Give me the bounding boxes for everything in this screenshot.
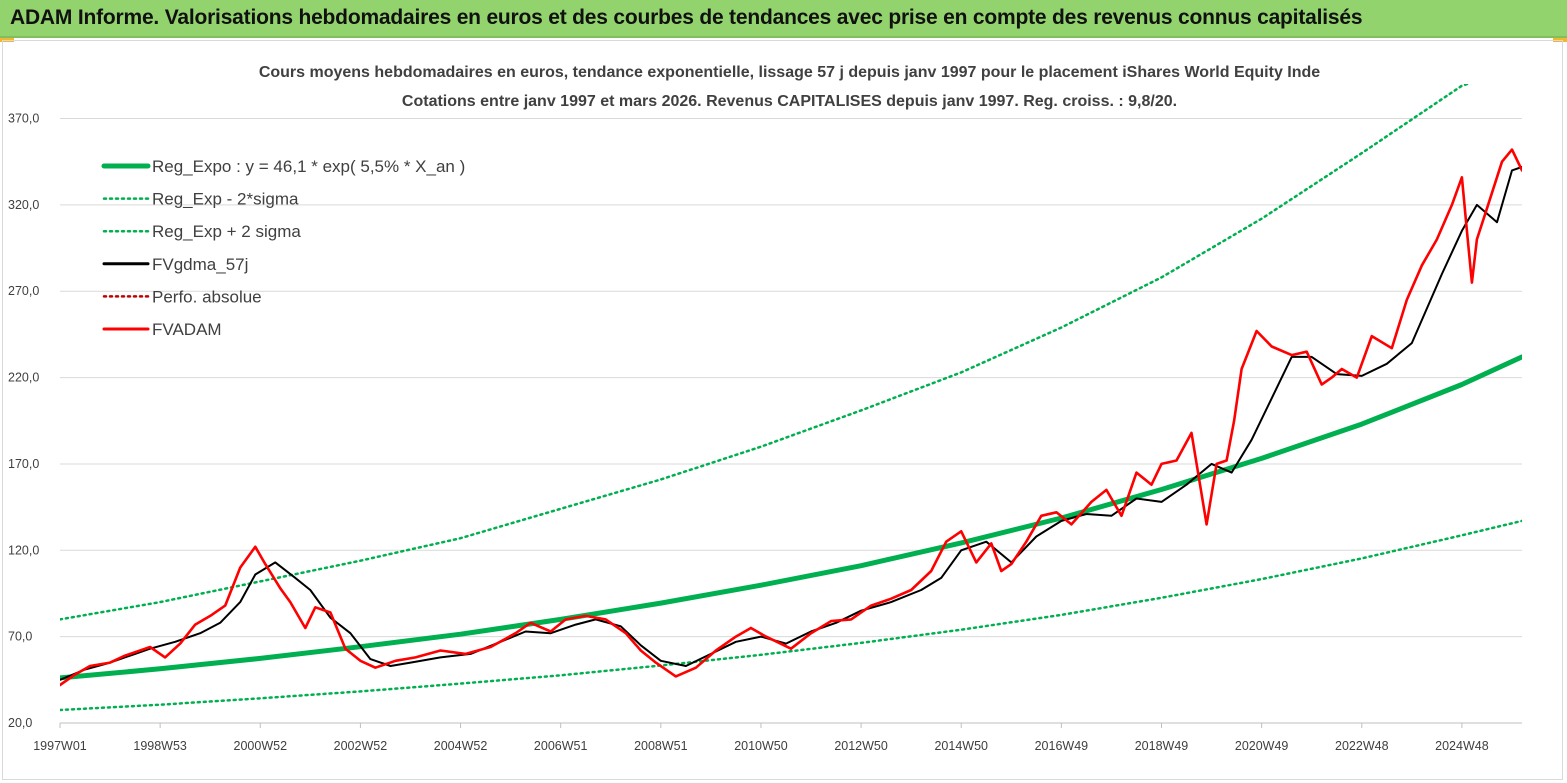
x-tick-label: 2018W49 [1135,739,1189,753]
x-tick-label: 2016W49 [1035,739,1089,753]
series-group [60,84,1522,712]
x-tick-label: 2002W52 [334,739,388,753]
chart-title: Cours moyens hebdomadaires en euros, ten… [258,64,1321,81]
series-line-2 [60,84,1472,621]
series-line-0 [60,354,1522,681]
grid-lines [60,118,1522,724]
x-tick-label: 2014W50 [934,739,988,753]
report-banner: ADAM Informe. Valorisations hebdomadaire… [0,0,1567,38]
x-tick-label: 2006W51 [534,739,588,753]
x-tick-label: 2024W48 [1435,739,1489,753]
x-tick-label: 2012W50 [834,739,888,753]
y-tick-label: 270,0 [8,284,39,298]
y-tick-label: 370,0 [8,112,39,126]
x-axis: 1997W01 1998W53 2000W52 2002W52 2004W52 2006W… [33,722,1522,753]
y-tick-label: 220,0 [8,371,39,385]
x-tick-label: 2008W51 [634,739,688,753]
legend: Reg_Expo : y = 46,1 * exp( 5,5% * X_an )… [101,157,465,339]
legend-entry: Perfo. absolue [152,287,262,306]
legend-entry: FVADAM [152,320,222,339]
legend-entry: Reg_Exp + 2 sigma [152,222,301,241]
y-tick-label: 20,0 [8,716,32,730]
x-tick-label: 2000W52 [234,739,288,753]
series-line-5 [60,148,1522,687]
x-tick-label: 2010W50 [734,739,788,753]
y-tick-label: 320,0 [8,198,39,212]
y-axis-labels: 20,0 70,0 120,0 170,0 220,0 270,0 320,0 370,0 [8,112,39,730]
series-line-1 [60,519,1522,712]
chart-subtitle: Cotations entre janv 1997 et mars 2026. … [401,93,1178,110]
legend-entry: FVgdma_57j [152,255,248,274]
y-tick-label: 120,0 [8,543,39,557]
x-tick-label: 2020W49 [1235,739,1289,753]
x-tick-label: 1997W01 [33,739,87,753]
x-tick-label: 2022W48 [1335,739,1389,753]
chart-frame [2,40,1563,780]
report-title: ADAM Informe. Valorisations hebdomadaire… [10,6,1363,29]
x-tick-label: 2004W52 [434,739,488,753]
x-tick-label: 1998W53 [133,739,187,753]
series-line-3 [60,165,1522,681]
legend-entry: Reg_Expo : y = 46,1 * exp( 5,5% * X_an ) [152,157,465,176]
y-tick-label: 70,0 [8,630,32,644]
legend-entry: Reg_Exp - 2*sigma [152,190,299,209]
y-tick-label: 170,0 [8,457,39,471]
